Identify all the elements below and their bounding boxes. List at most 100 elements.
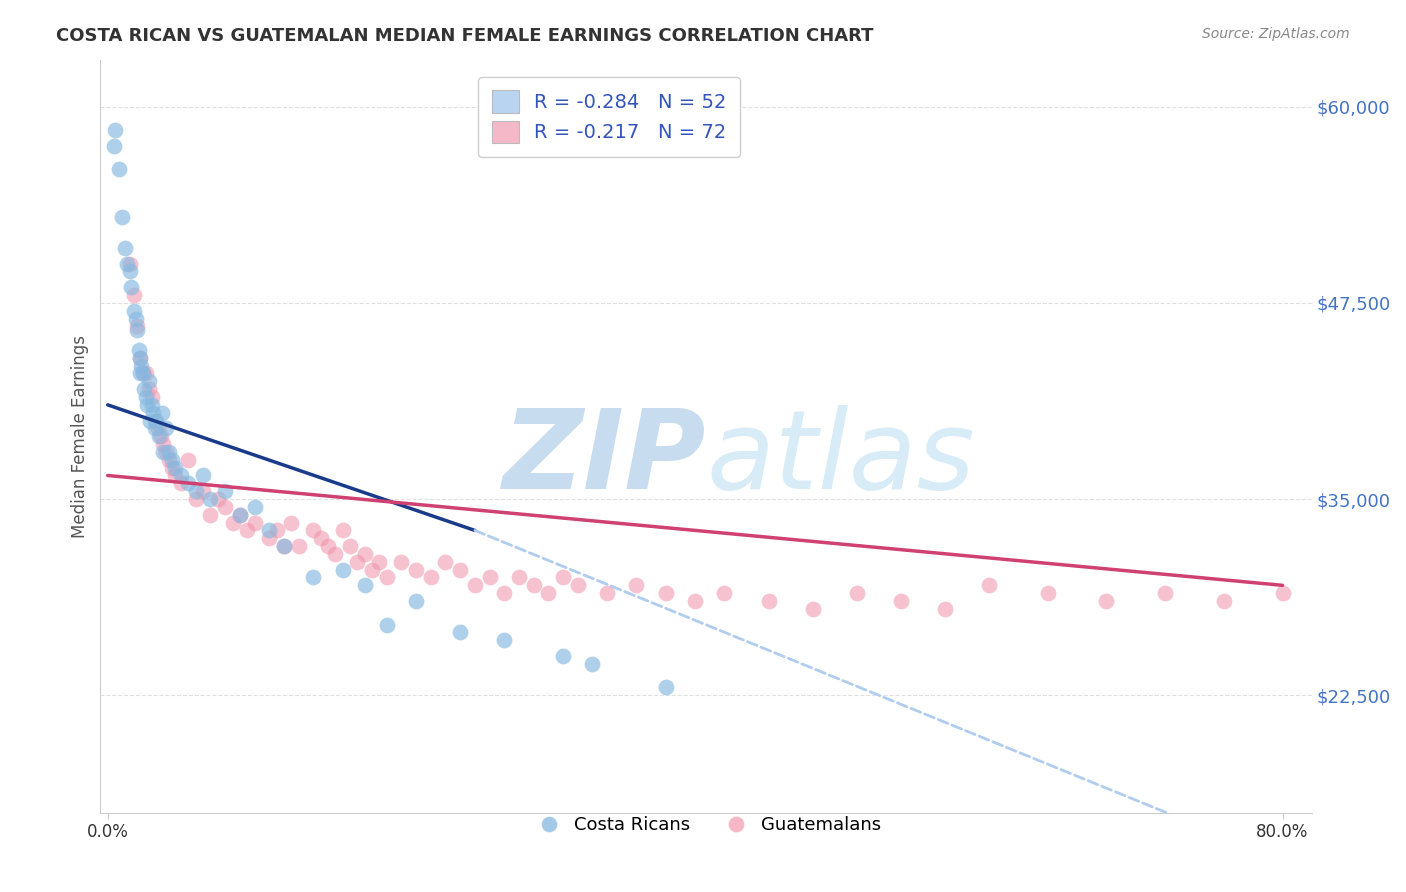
Point [200, 491, 222, 506]
Point [368, 555, 391, 569]
Y-axis label: Median Female Earnings: Median Female Earnings [72, 334, 89, 538]
Point [287, 539, 309, 553]
Point [494, 633, 516, 648]
Point [139, 413, 162, 427]
Legend: Costa Ricans, Guatemalans: Costa Ricans, Guatemalans [524, 809, 889, 841]
Point [551, 570, 574, 584]
Point [273, 539, 295, 553]
Point [162, 460, 184, 475]
Point [801, 602, 824, 616]
Point [581, 657, 603, 671]
Point [165, 460, 187, 475]
Point [229, 508, 252, 522]
Point [142, 406, 165, 420]
Point [184, 491, 207, 506]
Point [309, 531, 332, 545]
Point [434, 555, 457, 569]
Point [419, 570, 441, 584]
Point [103, 139, 125, 153]
Point [150, 406, 173, 420]
Point [683, 594, 706, 608]
Point [449, 563, 471, 577]
Point [1036, 586, 1059, 600]
Point [243, 516, 266, 530]
Point [890, 594, 912, 608]
Point [332, 524, 354, 538]
Point [257, 524, 280, 538]
Point [177, 476, 200, 491]
Point [449, 625, 471, 640]
Point [353, 547, 375, 561]
Point [257, 531, 280, 545]
Text: Source: ZipAtlas.com: Source: ZipAtlas.com [1202, 27, 1350, 41]
Point [214, 484, 236, 499]
Point [567, 578, 589, 592]
Point [114, 241, 136, 255]
Point [157, 452, 180, 467]
Point [977, 578, 1000, 592]
Point [236, 524, 259, 538]
Point [136, 398, 159, 412]
Point [131, 359, 153, 373]
Point [146, 421, 169, 435]
Point [143, 421, 166, 435]
Point [141, 398, 163, 412]
Point [152, 437, 174, 451]
Point [346, 555, 368, 569]
Point [389, 555, 412, 569]
Point [125, 322, 148, 336]
Point [118, 257, 141, 271]
Point [170, 476, 193, 491]
Point [273, 539, 295, 553]
Point [157, 445, 180, 459]
Point [654, 681, 676, 695]
Point [551, 648, 574, 663]
Point [1271, 586, 1294, 600]
Point [405, 563, 427, 577]
Point [191, 468, 214, 483]
Point [165, 468, 187, 483]
Point [111, 210, 134, 224]
Point [229, 508, 252, 522]
Point [934, 602, 956, 616]
Point [464, 578, 486, 592]
Point [129, 351, 152, 365]
Point [375, 617, 398, 632]
Point [155, 445, 177, 459]
Point [626, 578, 648, 592]
Point [1154, 586, 1177, 600]
Point [332, 563, 354, 577]
Point [108, 162, 131, 177]
Point [115, 257, 138, 271]
Point [170, 468, 193, 483]
Point [149, 429, 172, 443]
Point [537, 586, 560, 600]
Point [129, 367, 152, 381]
Text: COSTA RICAN VS GUATEMALAN MEDIAN FEMALE EARNINGS CORRELATION CHART: COSTA RICAN VS GUATEMALAN MEDIAN FEMALE … [56, 27, 873, 45]
Point [596, 586, 619, 600]
Point [104, 123, 127, 137]
Point [155, 421, 177, 435]
Point [141, 390, 163, 404]
Point [339, 539, 361, 553]
Point [361, 563, 384, 577]
Point [124, 311, 146, 326]
Point [266, 524, 288, 538]
Point [243, 500, 266, 514]
Point [200, 508, 222, 522]
Point [323, 547, 346, 561]
Point [1095, 594, 1118, 608]
Point [122, 288, 145, 302]
Point [221, 516, 243, 530]
Point [152, 445, 174, 459]
Text: atlas: atlas [706, 405, 974, 512]
Text: ZIP: ZIP [502, 405, 706, 512]
Point [143, 413, 166, 427]
Point [145, 413, 167, 427]
Point [207, 491, 229, 506]
Point [125, 319, 148, 334]
Point [280, 516, 302, 530]
Point [845, 586, 868, 600]
Point [122, 303, 145, 318]
Point [128, 343, 150, 357]
